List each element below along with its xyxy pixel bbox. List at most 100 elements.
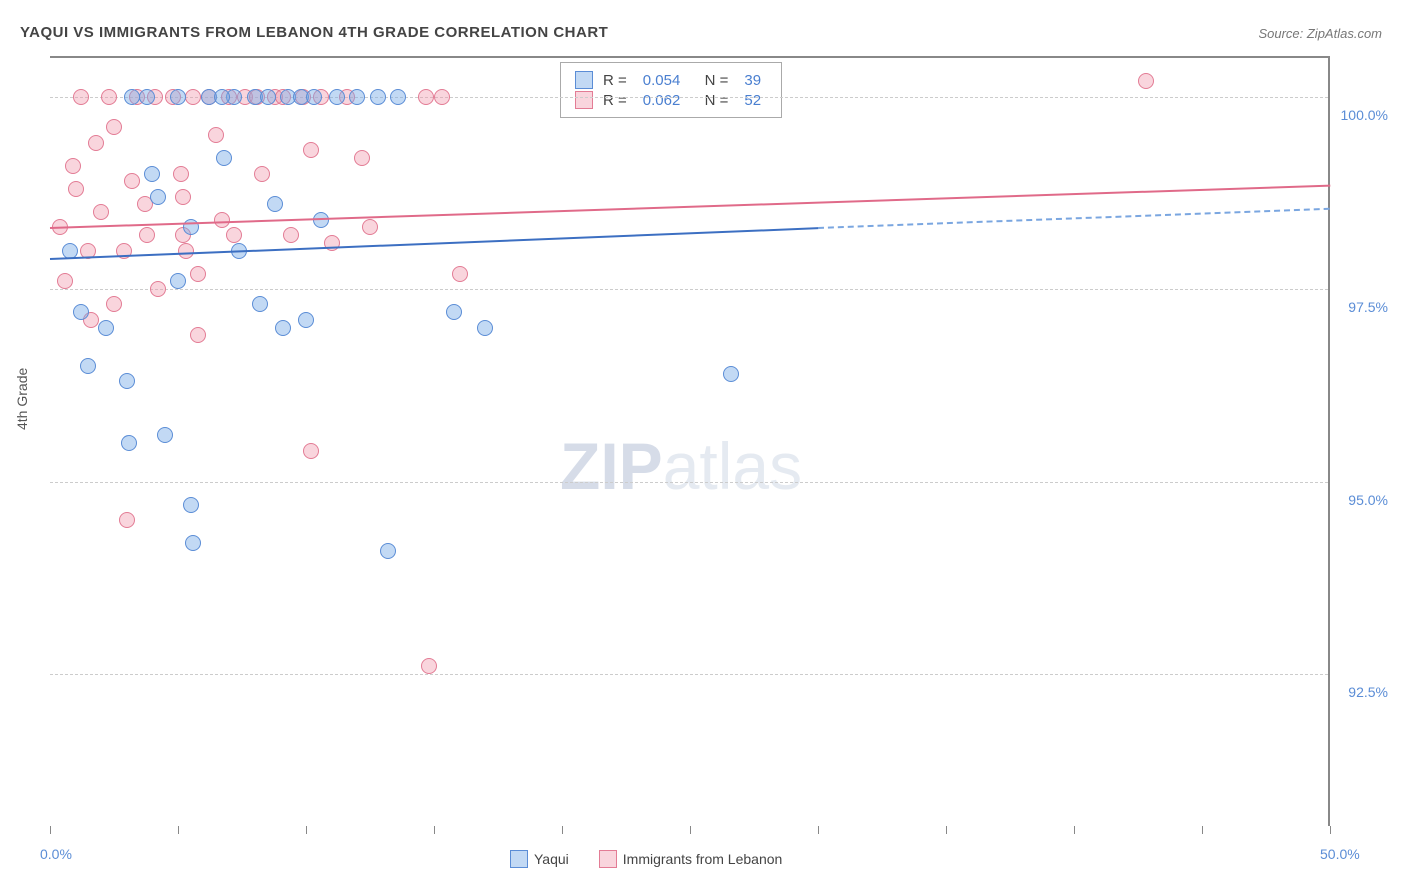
legend-label-lebanon: Immigrants from Lebanon — [623, 851, 783, 867]
x-tick — [1202, 826, 1203, 834]
data-point — [119, 512, 135, 528]
x-tick-label: 0.0% — [40, 846, 72, 862]
data-point — [170, 273, 186, 289]
legend-label-yaqui: Yaqui — [534, 851, 569, 867]
data-point — [93, 204, 109, 220]
stats-row-pink: R = 0.062 N = 52 — [575, 91, 767, 109]
data-point — [303, 443, 319, 459]
data-point — [121, 435, 137, 451]
swatch-pink-icon — [599, 850, 617, 868]
stat-label-r: R = — [603, 72, 627, 89]
legend-item-lebanon: Immigrants from Lebanon — [599, 850, 783, 868]
data-point — [101, 89, 117, 105]
data-point — [65, 158, 81, 174]
x-tick — [946, 826, 947, 834]
stat-label-r: R = — [603, 92, 627, 109]
trend-line — [50, 185, 1330, 229]
data-point — [119, 373, 135, 389]
data-point — [73, 304, 89, 320]
legend-item-yaqui: Yaqui — [510, 850, 569, 868]
gridline — [50, 674, 1328, 675]
data-point — [170, 89, 186, 105]
data-point — [124, 89, 140, 105]
data-point — [185, 89, 201, 105]
data-point — [275, 320, 291, 336]
data-point — [283, 227, 299, 243]
y-tick-label: 95.0% — [1348, 492, 1388, 508]
data-point — [173, 166, 189, 182]
data-point — [390, 89, 406, 105]
data-point — [106, 119, 122, 135]
chart-title: YAQUI VS IMMIGRANTS FROM LEBANON 4TH GRA… — [20, 24, 608, 41]
data-point — [446, 304, 462, 320]
x-tick — [818, 826, 819, 834]
data-point — [216, 150, 232, 166]
stat-pink-n: 52 — [744, 92, 761, 109]
data-point — [421, 658, 437, 674]
source-attribution: Source: ZipAtlas.com — [1258, 26, 1382, 41]
watermark: ZIPatlas — [560, 428, 802, 504]
data-point — [329, 89, 345, 105]
data-point — [208, 127, 224, 143]
swatch-blue-icon — [510, 850, 528, 868]
data-point — [68, 181, 84, 197]
data-point — [723, 366, 739, 382]
data-point — [370, 89, 386, 105]
stat-pink-r: 0.062 — [643, 92, 681, 109]
stat-blue-n: 39 — [744, 72, 761, 89]
x-tick — [434, 826, 435, 834]
data-point — [98, 320, 114, 336]
x-tick — [562, 826, 563, 834]
x-tick — [306, 826, 307, 834]
data-point — [452, 266, 468, 282]
data-point — [306, 89, 322, 105]
data-point — [298, 312, 314, 328]
data-point — [260, 89, 276, 105]
stat-label-n: N = — [696, 92, 728, 109]
stat-blue-r: 0.054 — [643, 72, 681, 89]
data-point — [362, 219, 378, 235]
data-point — [150, 281, 166, 297]
data-point — [303, 142, 319, 158]
series-legend: Yaqui Immigrants from Lebanon — [510, 850, 782, 868]
y-tick-label: 100.0% — [1341, 107, 1388, 123]
data-point — [418, 89, 434, 105]
y-tick-label: 92.5% — [1348, 684, 1388, 700]
watermark-bold: ZIP — [560, 429, 663, 503]
data-point — [106, 296, 122, 312]
data-point — [144, 166, 160, 182]
data-point — [380, 543, 396, 559]
data-point — [349, 89, 365, 105]
data-point — [178, 243, 194, 259]
data-point — [150, 189, 166, 205]
trend-line — [818, 208, 1330, 229]
y-tick-label: 97.5% — [1348, 299, 1388, 315]
x-tick — [690, 826, 691, 834]
data-point — [267, 196, 283, 212]
data-point — [139, 227, 155, 243]
data-point — [88, 135, 104, 151]
data-point — [190, 266, 206, 282]
data-point — [226, 227, 242, 243]
x-tick — [178, 826, 179, 834]
y-axis-label: 4th Grade — [14, 368, 30, 430]
data-point — [185, 535, 201, 551]
gridline — [50, 482, 1328, 483]
data-point — [354, 150, 370, 166]
data-point — [1138, 73, 1154, 89]
data-point — [139, 89, 155, 105]
data-point — [252, 296, 268, 312]
x-tick-label: 50.0% — [1320, 846, 1360, 862]
data-point — [157, 427, 173, 443]
data-point — [214, 89, 230, 105]
stat-label-n: N = — [696, 72, 728, 89]
data-point — [183, 497, 199, 513]
x-tick — [1074, 826, 1075, 834]
watermark-light: atlas — [663, 429, 802, 503]
trend-line — [50, 227, 818, 260]
data-point — [477, 320, 493, 336]
data-point — [124, 173, 140, 189]
swatch-blue-icon — [575, 71, 593, 89]
data-point — [434, 89, 450, 105]
gridline — [50, 289, 1328, 290]
